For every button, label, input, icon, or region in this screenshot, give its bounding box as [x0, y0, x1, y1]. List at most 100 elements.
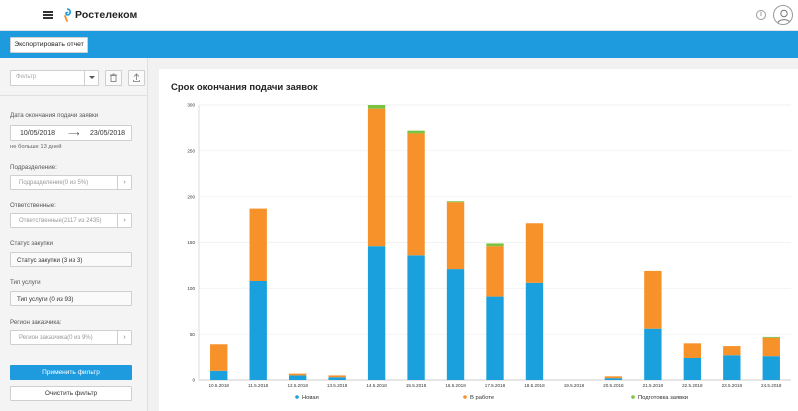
purchase-status-select[interactable]: Статус закупки (3 из 3) — [10, 252, 132, 267]
purchase-status-label: Статус закупки — [10, 240, 53, 247]
filter-placeholder: Фильтр — [16, 74, 37, 80]
legend-label: Подготовка заявки — [638, 395, 688, 401]
division-value: Подразделение(0 из 5%) — [19, 179, 89, 186]
bar-segment — [762, 336, 780, 338]
bar-segment — [762, 356, 780, 380]
x-tick-label: 13.5.2018 — [327, 383, 348, 388]
info-icon[interactable]: i — [756, 10, 766, 20]
bar-segment — [367, 108, 386, 247]
x-tick-label: 23.5.2018 — [722, 383, 743, 388]
x-tick-label: 21.5.2018 — [643, 383, 664, 388]
responsible-label: Ответственные: — [10, 202, 56, 209]
bar-segment — [525, 223, 544, 283]
bar-segment — [407, 133, 425, 256]
chart-card: Срок окончания подачи заявок 0 50 100 150 20… — [159, 69, 798, 411]
legend-marker — [295, 395, 299, 399]
brand-logo[interactable]: Ростелеком — [62, 7, 137, 23]
bar-segment — [288, 375, 307, 380]
bar-segment — [683, 343, 702, 358]
filter-sidebar: Фильтр Дата окончания подачи заявки 10/0… — [0, 58, 148, 411]
divider — [0, 95, 148, 96]
x-tick-label: 20.5.2018 — [603, 383, 624, 388]
division-select[interactable]: Подразделение(0 из 5%) › — [10, 175, 132, 190]
customer-region-value: Регион заказчика(0 из 9%) — [19, 334, 93, 341]
bar-segment — [210, 370, 228, 380]
customer-region-label: Регион заказчика: — [10, 319, 62, 326]
chevron-down-icon[interactable] — [84, 71, 98, 85]
bar-segment — [486, 296, 504, 380]
bar-segment — [288, 373, 307, 376]
upload-filter-button[interactable] — [128, 70, 145, 86]
rostelecom-logo-icon — [64, 8, 71, 22]
x-tick-label: 16.5.2018 — [445, 383, 466, 388]
bar-segment — [723, 346, 741, 356]
clear-filter-button[interactable]: Очистить фильтр — [10, 386, 132, 401]
bar-segment — [328, 377, 346, 380]
date-range-field[interactable]: 10/05/2018 ⟶ 23/05/2018 — [10, 125, 132, 141]
bar-segment — [367, 246, 386, 380]
bar-segment — [210, 344, 228, 371]
x-tick-label: 18.5.2018 — [524, 383, 545, 388]
bar-segment — [446, 201, 465, 203]
export-report-button[interactable]: Экспортировать отчет — [10, 37, 88, 53]
trash-icon — [110, 73, 117, 82]
service-type-select[interactable]: Тип услуги (0 из 93) — [10, 291, 132, 306]
bar-segment — [446, 202, 465, 270]
y-tick-label: 100 — [187, 286, 195, 291]
chart-title: Срок окончания подачи заявок — [171, 82, 318, 93]
x-tick-label: 12.5.2018 — [287, 383, 308, 388]
stacked-bar-chart: 0 50 100 150 200 250 300 10.5.2018 11.5.2018 12.5… — [187, 103, 791, 401]
bar-segment — [525, 282, 544, 380]
bar-segment — [446, 269, 465, 380]
bar-segment — [249, 281, 267, 380]
purchase-status-value: Статус закупки (3 из 3) — [17, 256, 83, 264]
bar-segment — [644, 328, 662, 380]
y-tick-label: 50 — [190, 332, 196, 337]
top-header: Ростелеком i — [0, 0, 798, 31]
chevron-right-icon[interactable]: › — [117, 176, 131, 189]
user-avatar-icon[interactable] — [773, 5, 793, 25]
apply-filter-button[interactable]: Применить фильтр — [10, 365, 132, 380]
customer-region-select[interactable]: Регион заказчика(0 из 9%) › — [10, 330, 132, 345]
service-type-value: Тип услуги (0 из 93) — [17, 295, 74, 303]
arrow-right-icon: ⟶ — [68, 129, 80, 138]
bar-segment — [723, 355, 741, 380]
bar-segment — [407, 130, 425, 134]
bar-segment — [644, 270, 662, 329]
bar-segment — [249, 208, 267, 281]
date-label: Дата окончания подачи заявки — [10, 112, 99, 119]
bar-segment — [486, 243, 504, 247]
bar-segment — [683, 358, 702, 380]
x-tick-label: 24.5.2018 — [761, 383, 782, 388]
x-tick-label: 17.5.2018 — [485, 383, 506, 388]
date-to[interactable]: 23/05/2018 — [90, 130, 126, 137]
brand-name: Ростелеком — [75, 9, 138, 21]
chevron-right-icon[interactable]: › — [117, 331, 131, 344]
responsible-value: Ответственные(2117 из 2435) — [19, 217, 102, 224]
x-tick-label: 15.5.2018 — [406, 383, 427, 388]
x-tick-label: 11.5.2018 — [248, 383, 269, 388]
y-tick-label: 200 — [187, 194, 195, 199]
legend-label: В работе — [470, 395, 494, 401]
bar-segment — [762, 337, 780, 357]
date-from[interactable]: 10/05/2018 — [20, 130, 56, 137]
bar-segment — [367, 105, 386, 109]
bar-segment — [407, 255, 425, 380]
x-tick-label: 10.5.2018 — [209, 383, 230, 388]
saved-filter-select[interactable]: Фильтр — [10, 70, 99, 86]
action-toolbar: Экспортировать отчет — [0, 31, 798, 58]
y-tick-label: 250 — [187, 148, 195, 153]
responsible-select[interactable]: Ответственные(2117 из 2435) › — [10, 213, 132, 228]
y-tick-label: 150 — [187, 240, 195, 245]
delete-filter-button[interactable] — [105, 70, 122, 86]
x-tick-label: 14.5.2018 — [366, 383, 387, 388]
x-tick-label: 19.5.2018 — [564, 383, 585, 388]
legend-marker — [463, 395, 467, 399]
legend-marker — [631, 395, 635, 399]
menu-icon[interactable] — [43, 11, 53, 19]
division-label: Подразделение: — [10, 164, 57, 171]
chevron-right-icon[interactable]: › — [117, 214, 131, 227]
y-tick-label: 300 — [187, 103, 195, 108]
bar-segment — [604, 378, 623, 380]
bar-segment — [328, 375, 346, 378]
